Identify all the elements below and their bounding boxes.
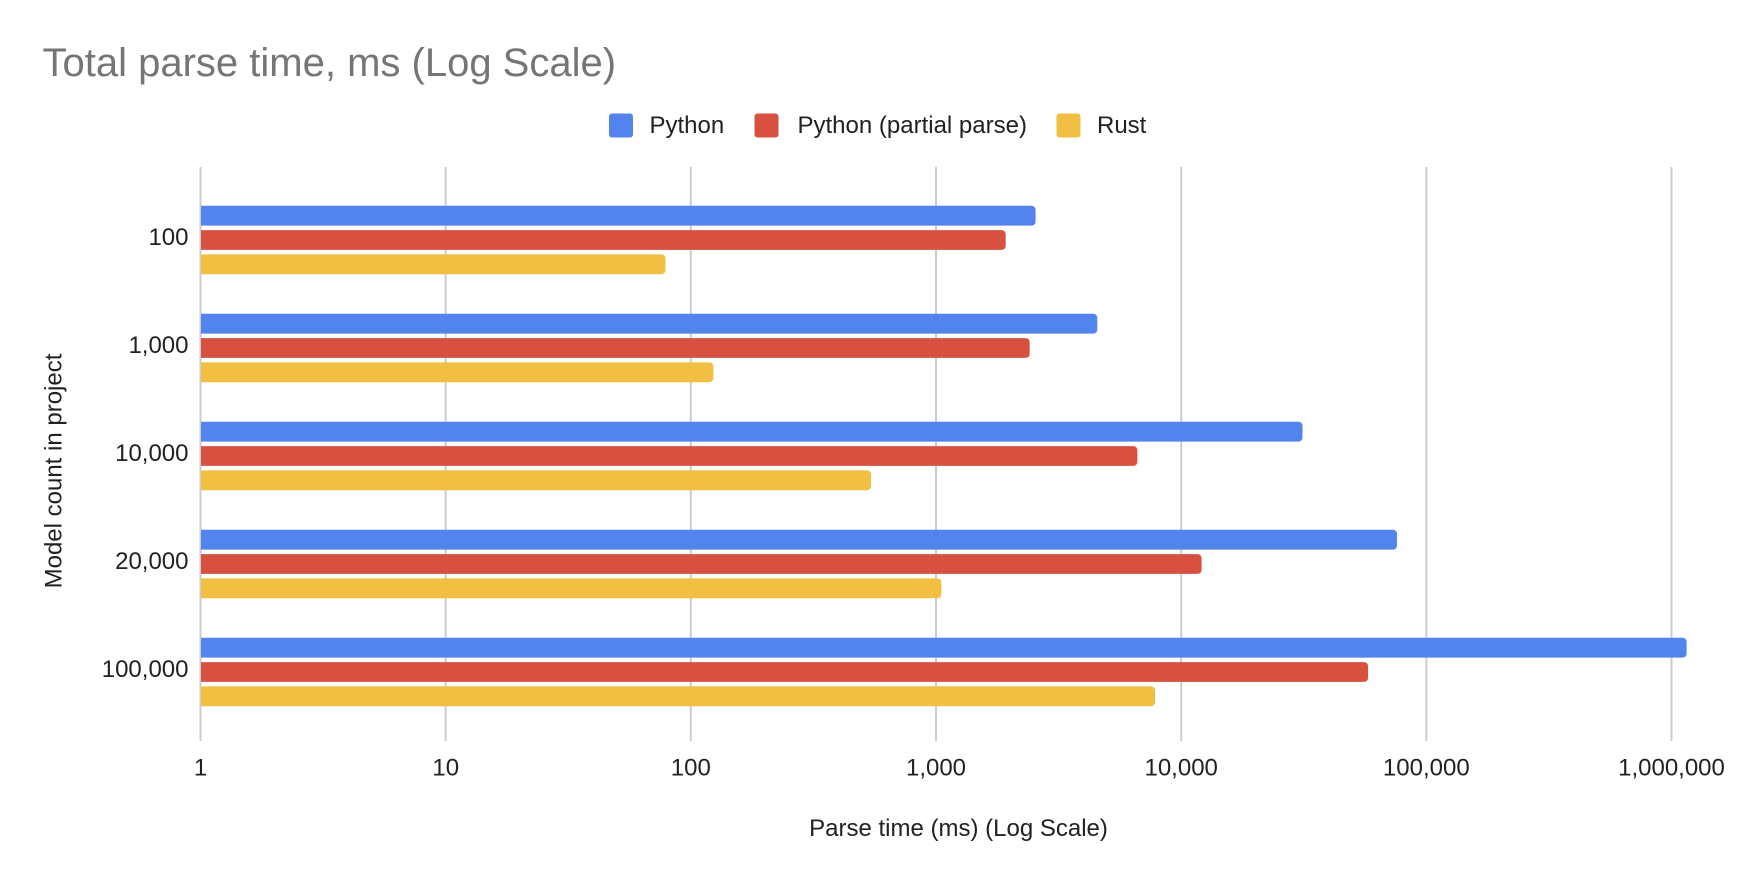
svg-text:100,000: 100,000 xyxy=(102,656,189,683)
svg-text:100,000: 100,000 xyxy=(1383,755,1470,782)
svg-text:100: 100 xyxy=(148,224,188,251)
svg-text:Parse time (ms) (Log Scale): Parse time (ms) (Log Scale) xyxy=(809,815,1108,842)
svg-text:Python (partial parse): Python (partial parse) xyxy=(798,112,1027,139)
svg-text:100: 100 xyxy=(671,755,711,782)
svg-text:10,000: 10,000 xyxy=(115,440,188,467)
svg-text:1: 1 xyxy=(194,755,207,782)
svg-text:1,000: 1,000 xyxy=(906,755,966,782)
svg-text:Total parse time, ms (Log Scal: Total parse time, ms (Log Scale) xyxy=(43,41,617,85)
svg-text:20,000: 20,000 xyxy=(115,548,188,575)
svg-text:Python: Python xyxy=(650,112,725,139)
svg-text:1,000: 1,000 xyxy=(128,332,188,359)
svg-text:10: 10 xyxy=(432,755,459,782)
svg-text:Model count in project: Model count in project xyxy=(40,353,67,588)
svg-text:10,000: 10,000 xyxy=(1144,755,1217,782)
svg-text:1,000,000: 1,000,000 xyxy=(1618,755,1725,782)
svg-text:Rust: Rust xyxy=(1097,112,1147,139)
